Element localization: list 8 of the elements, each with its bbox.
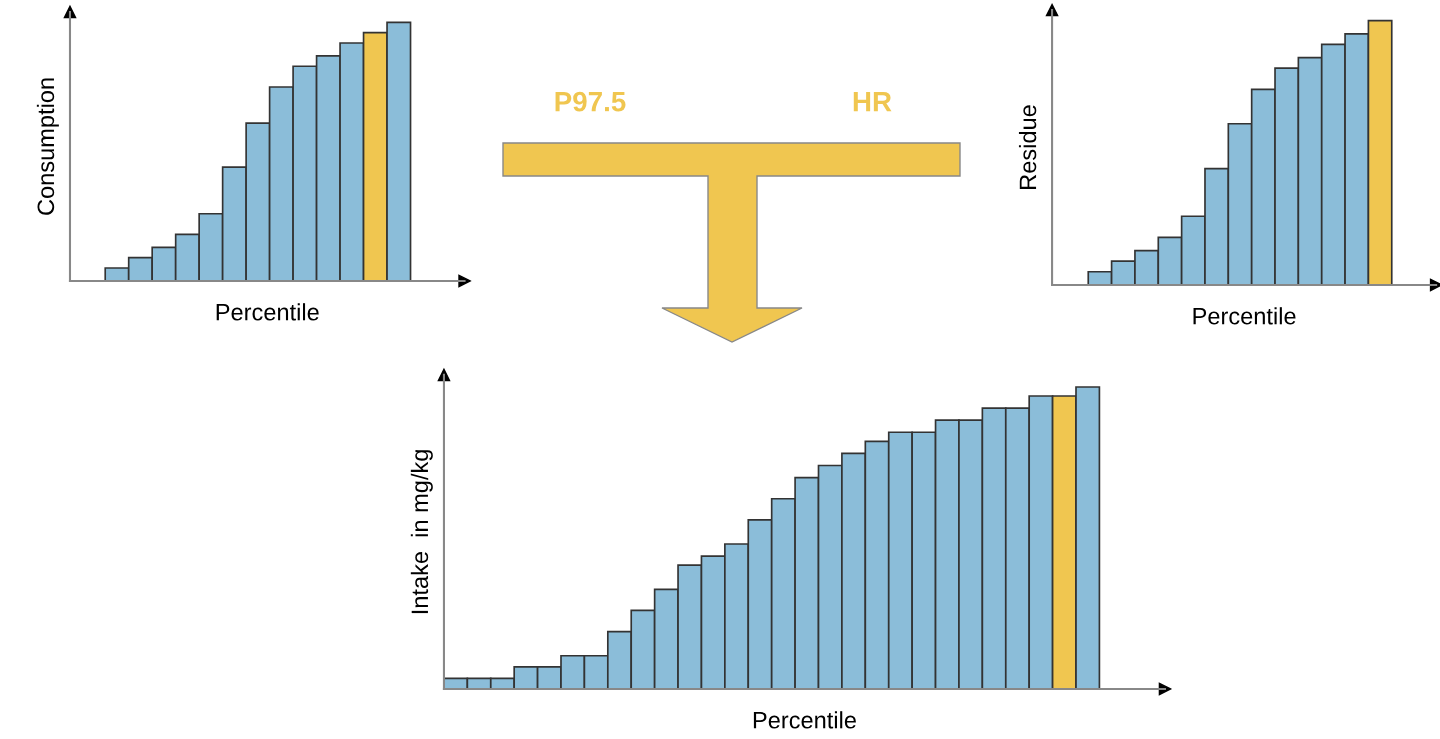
text: HR (853, 92, 892, 112)
text: P97.5 (555, 91, 626, 112)
x-axis-title: Percentile (1193, 307, 1296, 325)
y-axis-title: Residue (1018, 105, 1037, 189)
y-axis-title: Consumption (36, 78, 59, 215)
y-axis-title: Intake in mg/kg (410, 450, 433, 614)
x-axis-title: Percentile (753, 711, 856, 729)
x-axis-title: Percentile (216, 303, 319, 321)
